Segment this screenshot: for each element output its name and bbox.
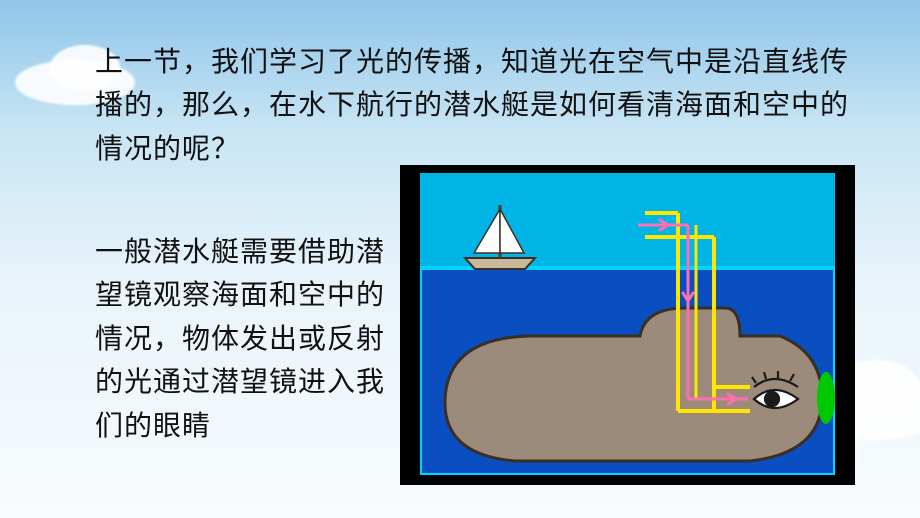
diagram-svg	[420, 173, 835, 475]
propeller-icon	[817, 372, 835, 424]
slide-root: 上一节，我们学习了光的传播，知道光在空气中是沿直线传播的，那么，在水下航行的潜水…	[0, 0, 920, 518]
main-paragraph: 上一节，我们学习了光的传播，知道光在空气中是沿直线传播的，那么，在水下航行的潜水…	[95, 40, 855, 170]
periscope-diagram	[400, 165, 855, 485]
side-paragraph: 一般潜水艇需要借助潜望镜观察海面和空中的情况，物体发出或反射的光通过潜望镜进入我…	[95, 230, 385, 447]
